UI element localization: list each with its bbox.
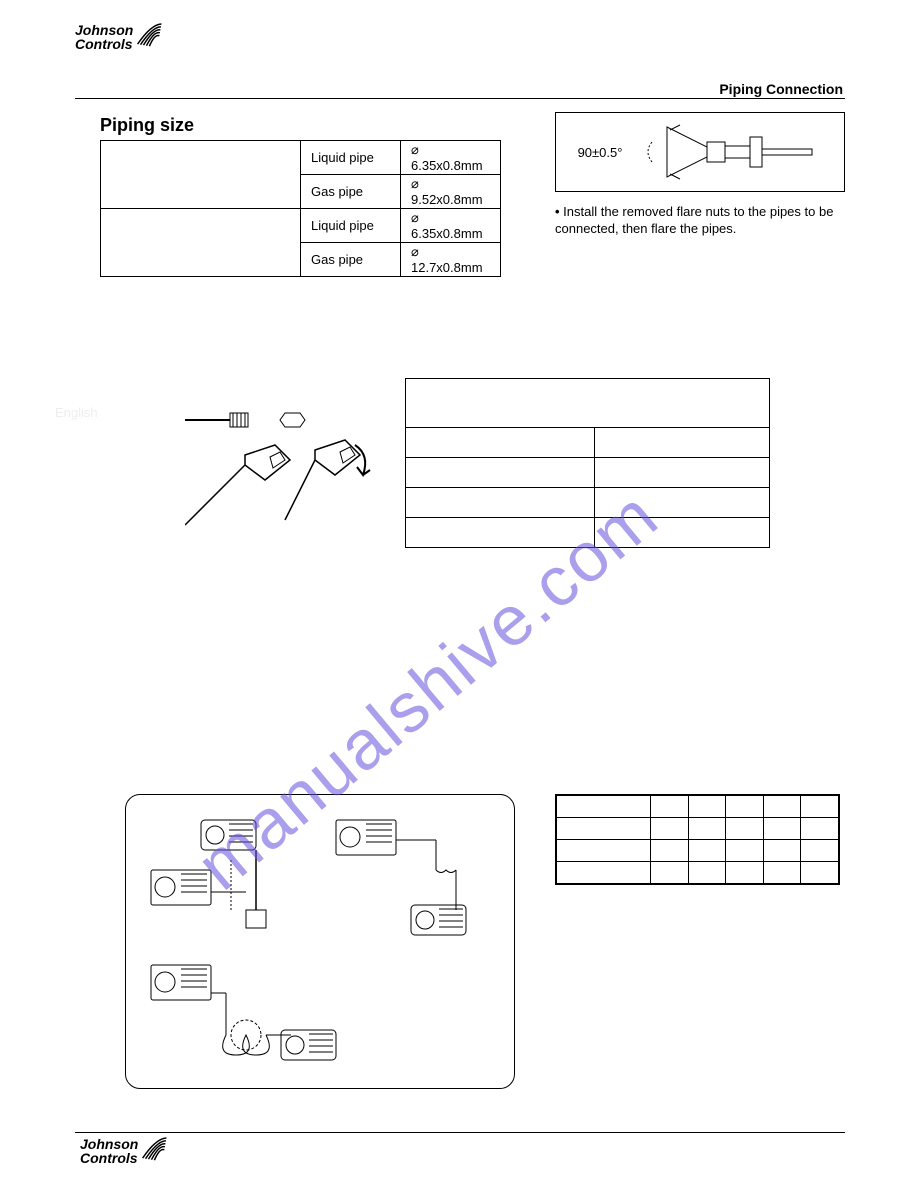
flare-pipe-icon — [632, 122, 822, 182]
logo-swirl-icon — [135, 18, 165, 56]
logo-swirl-icon-bottom — [140, 1132, 170, 1170]
table-row — [406, 518, 770, 548]
torque-header-box — [405, 378, 770, 428]
brand-bottom-bottom: Controls — [80, 1151, 138, 1165]
length-table — [555, 794, 840, 885]
section-header: Piping Connection — [719, 81, 843, 97]
installation-diagram-box — [125, 794, 515, 1089]
table-row — [557, 862, 839, 884]
brand-top: Johnson — [75, 23, 133, 37]
flare-diagram-box: 90±0.5° — [555, 112, 845, 192]
piping-size-title: Piping size — [100, 115, 194, 136]
table-row — [406, 428, 770, 458]
table-row — [557, 796, 839, 818]
bottom-divider — [75, 1132, 845, 1133]
piping-size-table: Liquid pipe ⌀ 6.35x0.8mm Gas pipe ⌀ 9.52… — [100, 140, 501, 277]
table-row — [557, 840, 839, 862]
table-row: Liquid pipe ⌀ 6.35x0.8mm — [101, 209, 501, 243]
top-divider — [75, 98, 845, 99]
torque-table — [405, 427, 770, 548]
brand-top-bottom: Johnson — [80, 1137, 138, 1151]
table-row — [406, 458, 770, 488]
flare-angle-label: 90±0.5° — [578, 145, 623, 160]
table-row — [406, 488, 770, 518]
table-row — [557, 818, 839, 840]
logo-bottom: Johnson Controls — [80, 1134, 166, 1168]
table-row: Liquid pipe ⌀ 6.35x0.8mm — [101, 141, 501, 175]
side-language-label: English — [55, 405, 98, 420]
logo-top: Johnson Controls — [75, 20, 161, 54]
flare-note: • Install the removed flare nuts to the … — [555, 204, 845, 238]
brand-bottom: Controls — [75, 37, 133, 51]
wrench-diagram — [185, 405, 375, 525]
